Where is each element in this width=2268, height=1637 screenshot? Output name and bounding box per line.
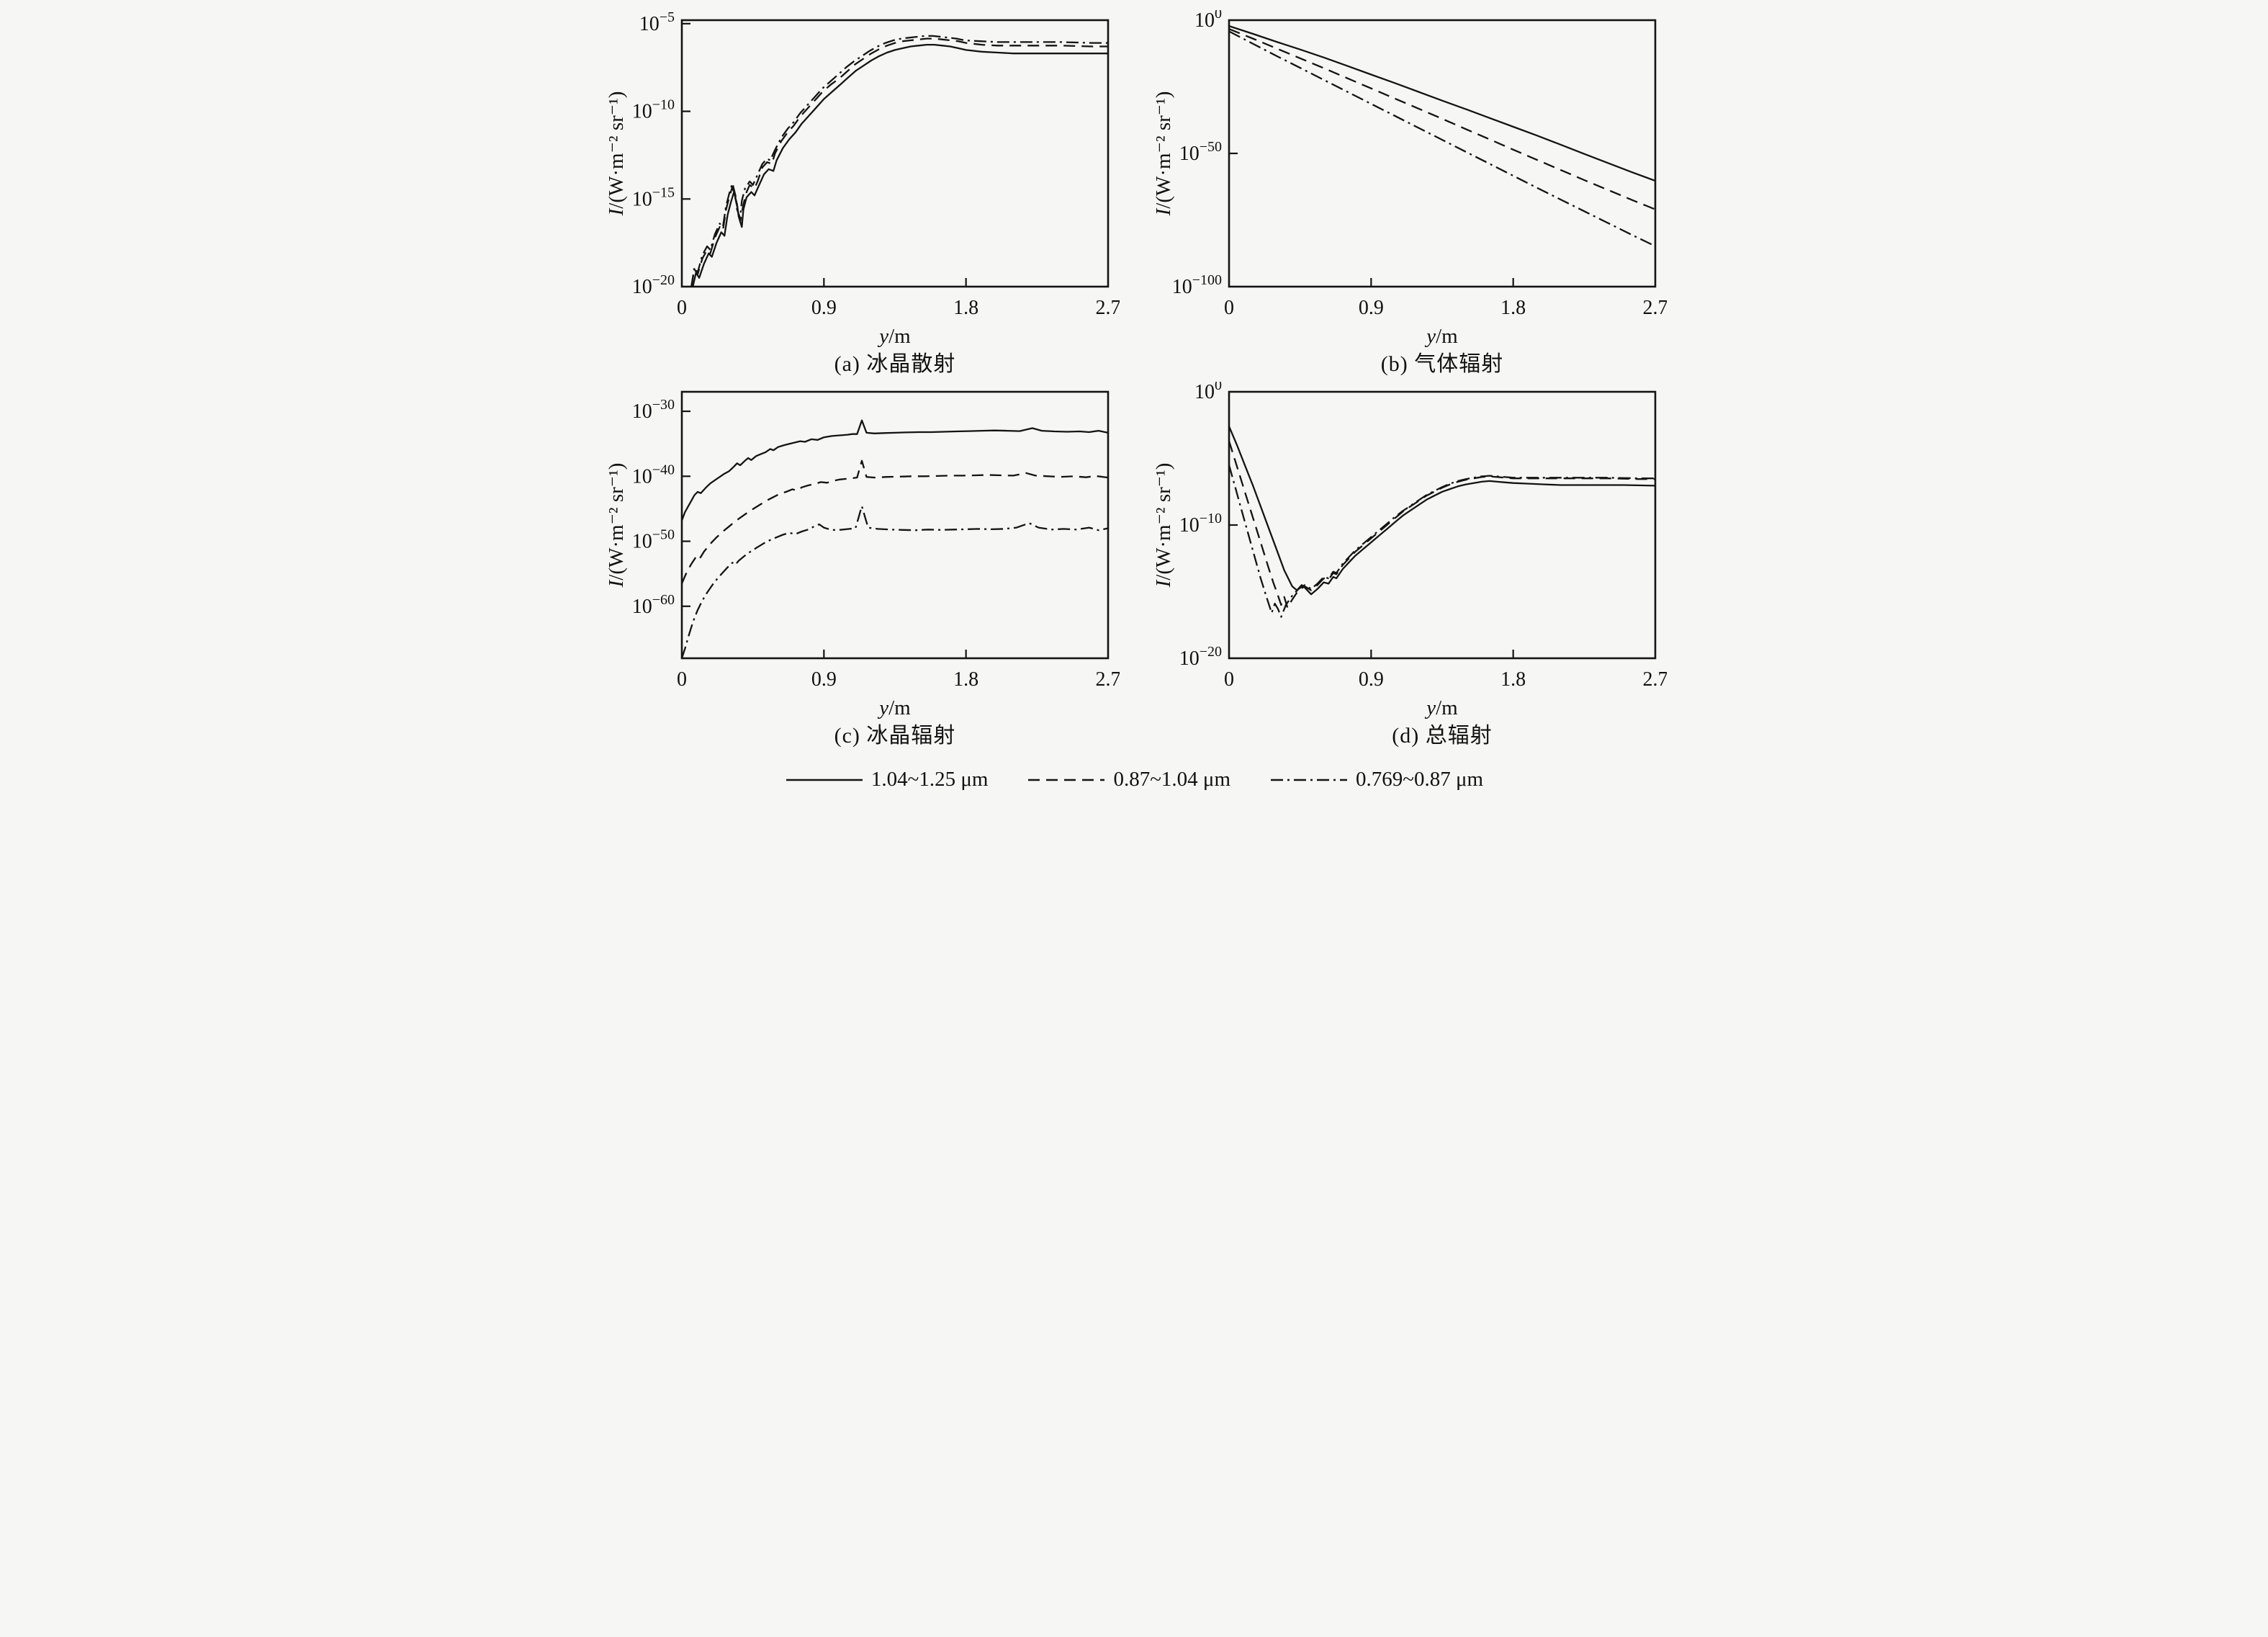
- legend-item-band3: 0.769~0.87 μm: [1269, 768, 1483, 791]
- series-line-dashdot: [1228, 30, 1656, 247]
- caption-b: (b) 气体辐射: [1380, 352, 1504, 376]
- x-axis-label: y/m: [1424, 696, 1458, 719]
- chart-c-plot: 10−30 10−40 10−50 10−60 0 0.9 1.8 2.7 y/m I/(W·m⁻…: [605, 390, 1120, 719]
- caption-c: (c) 冰晶辐射: [834, 724, 956, 748]
- panel-b: 100 10−50 10−100 0 0.9 1.8 2.7 y/m I/(W·m⁻² sr⁻¹…: [1148, 10, 1667, 377]
- x-tick-label: 2.7: [1643, 297, 1668, 319]
- series-line-dashed: [1228, 441, 1655, 609]
- x-tick-label: 0.9: [811, 668, 837, 691]
- panel-a: 10−5 10−10 10−15 10−20 0 0.9 1.8 2.7 y/m I/(W·m⁻²…: [601, 10, 1120, 377]
- plot-frame: [680, 19, 1110, 288]
- y-tick-label: 10−50: [632, 527, 675, 553]
- legend: 1.04~1.25 μm 0.87~1.04 μm 0.769~0.87 μm: [594, 768, 1674, 791]
- chart-grid: 10−5 10−10 10−15 10−20 0 0.9 1.8 2.7 y/m I/(W·m⁻²…: [594, 10, 1674, 749]
- caption-a: (a) 冰晶散射: [834, 352, 956, 376]
- y-tick-label: 100: [1194, 10, 1222, 32]
- x-tick-label: 2.7: [1096, 668, 1120, 691]
- legend-line-dashdot-icon: [1271, 779, 1348, 781]
- plot-frame: [1228, 19, 1657, 288]
- chart-d-plot: 100 10−10 10−200 0.9 1.8 2.7 y/m I/(W·m⁻² sr⁻¹): [1152, 382, 1668, 719]
- y-tick-label: 10−60: [632, 592, 675, 618]
- y-tick-label: 10−10: [632, 97, 675, 123]
- chart-a-plot: 10−5 10−10 10−15 10−200 0.9 1.8 2.7 y/m I/(W·m⁻²…: [605, 10, 1120, 348]
- series-line-dashed: [690, 37, 1108, 287]
- x-tick-label: 0.9: [811, 297, 837, 319]
- y-axis-label: I/(W·m⁻² sr⁻¹): [1152, 91, 1175, 217]
- series-line-dashed: [680, 459, 1109, 584]
- series-line-dashdot: [690, 35, 1108, 287]
- y-tick-label: 10−100: [1172, 272, 1222, 298]
- y-tick-label: 10−30: [632, 397, 675, 423]
- legend-line-solid-icon: [786, 779, 863, 781]
- x-axis-label: y/m: [1424, 325, 1458, 348]
- series-line-solid: [1228, 426, 1656, 596]
- y-tick-label: 10−5: [639, 10, 675, 35]
- series-line-dashed: [1228, 28, 1656, 210]
- x-tick-label: 1.8: [1500, 668, 1526, 691]
- panel-d: 100 10−10 10−20 0 0.9 1.8 2.7 y/m I/(W·m⁻² sr⁻¹)…: [1148, 382, 1667, 749]
- x-axis-label: y/m: [877, 325, 911, 348]
- x-tick-label: 0.9: [1359, 297, 1384, 319]
- x-tick-label: 2.7: [1096, 297, 1120, 319]
- series-line-dashdot: [680, 505, 1109, 659]
- caption-d: (d) 总辐射: [1392, 724, 1493, 748]
- x-tick-label: 1.8: [953, 668, 978, 691]
- figure-root: 10−5 10−10 10−15 10−20 0 0.9 1.8 2.7 y/m I/(W·m⁻²…: [594, 0, 1674, 799]
- y-tick-label: 10−50: [1179, 139, 1222, 165]
- series-line-dashdot: [1228, 465, 1655, 618]
- legend-line-dashed-icon: [1028, 779, 1105, 781]
- legend-item-band1: 1.04~1.25 μm: [785, 768, 989, 791]
- x-tick-label: 0.9: [1359, 668, 1384, 691]
- panel-c: 10−30 10−40 10−50 10−60 0 0.9 1.8 2.7 y/m I/(W·m⁻…: [601, 382, 1120, 749]
- y-tick-label: 10−20: [632, 272, 675, 298]
- x-tick-label: 2.7: [1643, 668, 1668, 691]
- legend-item-band2: 0.87~1.04 μm: [1027, 768, 1230, 791]
- y-axis-label: I/(W·m⁻² sr⁻¹): [1152, 463, 1175, 588]
- x-tick-label: 0: [1224, 668, 1234, 691]
- plot-frame: [1228, 390, 1657, 660]
- y-tick-label: 100: [1194, 382, 1222, 403]
- x-tick-label: 1.8: [953, 297, 978, 319]
- x-axis-label: y/m: [877, 696, 911, 719]
- x-tick-label: 0: [677, 668, 687, 691]
- x-tick-label: 0: [677, 297, 687, 319]
- legend-label-band1: 1.04~1.25 μm: [870, 768, 989, 791]
- legend-label-band2: 0.87~1.04 μm: [1113, 768, 1231, 791]
- series-line-solid: [692, 43, 1108, 287]
- series-line-solid: [1228, 25, 1656, 182]
- plot-frame: [680, 390, 1110, 660]
- y-tick-label: 10−20: [1179, 644, 1222, 670]
- y-axis-label: I/(W·m⁻² sr⁻¹): [605, 463, 628, 588]
- x-tick-label: 0: [1224, 297, 1234, 319]
- legend-label-band3: 0.769~0.87 μm: [1356, 768, 1484, 791]
- x-tick-label: 1.8: [1500, 297, 1526, 319]
- y-tick-label: 10−15: [632, 184, 675, 210]
- y-axis-label: I/(W·m⁻² sr⁻¹): [605, 91, 628, 217]
- y-tick-label: 10−40: [632, 462, 675, 488]
- series-line-solid: [680, 419, 1109, 521]
- y-tick-label: 10−10: [1179, 511, 1222, 537]
